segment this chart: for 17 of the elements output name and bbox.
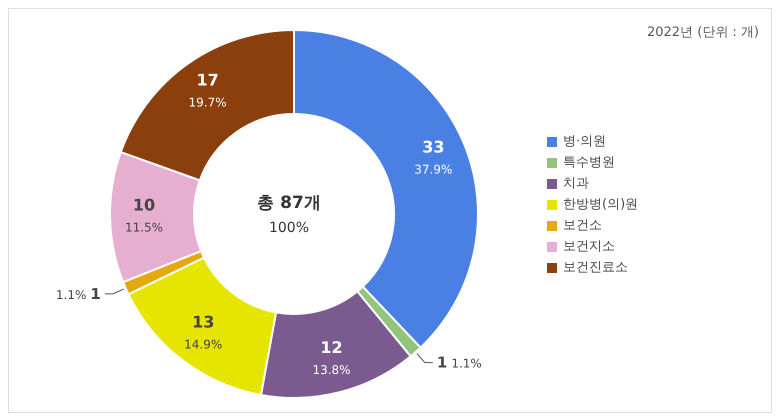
- legend-label: 보건지소: [563, 238, 615, 256]
- data-label: 1.1% 1: [56, 284, 101, 303]
- text: 100%: [268, 220, 310, 236]
- legend-label: 한방병(의)원: [563, 196, 638, 214]
- legend-label: 보건소: [563, 217, 602, 235]
- data-label: 17 19.7%: [188, 70, 227, 110]
- data-label: 10 11.5%: [124, 196, 164, 235]
- legend-label: 병·의원: [563, 133, 606, 151]
- text: 총 87개: [256, 192, 322, 214]
- legend-label: 치과: [563, 175, 589, 193]
- text: 2022년 (단위 : 개): [646, 24, 759, 41]
- legend-label: 보건진료소: [563, 259, 628, 277]
- data-label: 33 37.9%: [414, 137, 452, 176]
- data-label: 1 1.1%: [436, 354, 482, 372]
- data-label: 13 14.9%: [184, 312, 222, 352]
- data-label: 12 13.8%: [312, 338, 351, 378]
- legend-label: 특수병원: [563, 154, 615, 172]
